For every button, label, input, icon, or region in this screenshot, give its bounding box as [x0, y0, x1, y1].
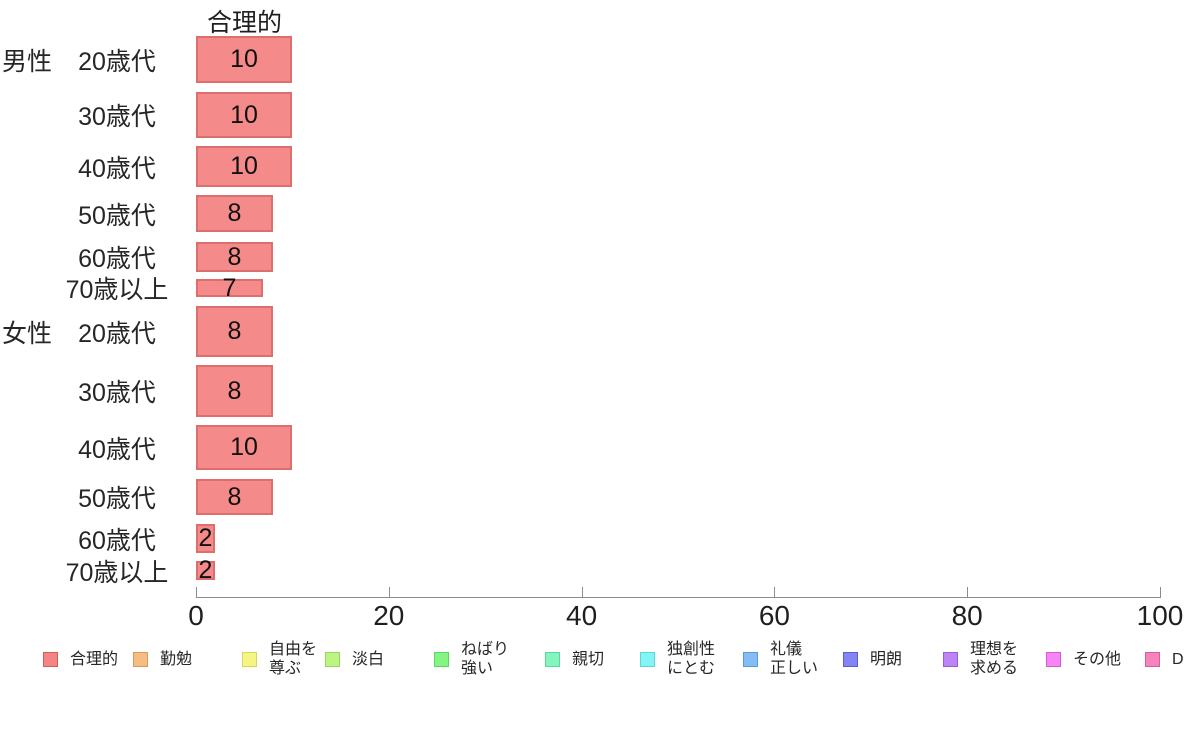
- legend-label: 親切: [572, 650, 605, 668]
- bar-value-label: 7: [222, 273, 237, 302]
- bar-value-label: 8: [227, 242, 242, 271]
- x-axis-tick-label: 20: [373, 600, 405, 631]
- legend-item: 明朗: [843, 637, 902, 681]
- bar: 8: [196, 195, 273, 232]
- legend-swatch: [943, 651, 958, 667]
- x-axis-tick: [581, 587, 583, 597]
- legend-label: 独創性 にとむ: [667, 641, 716, 677]
- bar: 2: [196, 556, 215, 584]
- row-age-label: 60歳代: [78, 245, 156, 273]
- legend-label: 淡白: [352, 650, 385, 668]
- legend-swatch: [640, 651, 655, 667]
- bar: 7: [196, 275, 263, 300]
- x-axis-tick: [967, 587, 969, 597]
- legend-item: 礼儀 正しい: [743, 637, 818, 681]
- x-axis-tick-label: 80: [951, 600, 983, 631]
- legend-item: 合理的: [43, 637, 118, 681]
- legend-item: 親切: [545, 637, 604, 681]
- x-axis-tick: [774, 587, 776, 597]
- x-axis-tick: [1160, 587, 1161, 597]
- bar-value-label: 8: [227, 199, 242, 227]
- bar-value-label: 8: [227, 482, 242, 511]
- bar: 10: [196, 92, 292, 138]
- x-axis-tick-label: 40: [566, 600, 598, 631]
- bar: 10: [196, 425, 292, 470]
- legend-item: D: [1145, 637, 1184, 681]
- x-axis-tick-label: 60: [758, 600, 790, 631]
- bar-value-label: 8: [227, 376, 242, 405]
- legend-label: 理想を 求める: [970, 641, 1019, 677]
- legend-label: 合理的: [70, 650, 119, 668]
- legend-label: 勤勉: [160, 650, 193, 668]
- legend-item: ねばり 強い: [434, 637, 509, 681]
- row-age-label: 20歳代: [78, 47, 156, 76]
- legend-label: ねばり 強い: [461, 641, 510, 677]
- bar: 8: [196, 365, 273, 417]
- bar: 10: [196, 146, 292, 187]
- bar-value-label: 2: [198, 556, 213, 584]
- legend-item: 自由を 尊ぶ: [242, 637, 317, 681]
- row-age-label: 20歳代: [78, 319, 156, 348]
- legend-swatch: [1046, 651, 1061, 667]
- x-axis-tick-label: 0: [188, 600, 204, 631]
- row-group-label: 女性: [1, 319, 52, 348]
- bar-value-label: 10: [230, 152, 258, 180]
- row-age-label: 70歳以上: [65, 276, 169, 304]
- legend-label: D: [1172, 650, 1184, 668]
- legend-swatch: [133, 651, 148, 667]
- row-age-label: 30歳代: [78, 379, 156, 407]
- x-axis-tick-label: 100: [1136, 600, 1184, 631]
- legend-label: その他: [1073, 650, 1122, 668]
- bar: 8: [196, 479, 273, 515]
- chart-title: 合理的: [206, 9, 282, 37]
- bar: 2: [196, 524, 215, 553]
- legend-item: 独創性 にとむ: [640, 637, 715, 681]
- row-age-label: 50歳代: [78, 201, 156, 230]
- legend-swatch: [1145, 651, 1160, 667]
- x-axis-tick: [388, 587, 390, 597]
- bar: 10: [196, 36, 292, 83]
- bar-value-label: 10: [230, 433, 258, 461]
- legend-item: その他: [1046, 637, 1121, 681]
- legend-swatch: [43, 651, 58, 667]
- bar-value-label: 8: [227, 317, 242, 345]
- legend-swatch: [434, 651, 449, 667]
- row-group-label: 男性: [1, 47, 52, 76]
- row-age-label: 50歳代: [78, 485, 156, 513]
- bar-value-label: 2: [198, 524, 213, 552]
- legend-label: 自由を 尊ぶ: [269, 641, 318, 677]
- legend-item: 淡白: [325, 637, 384, 681]
- legend-item: 勤勉: [133, 637, 192, 681]
- legend-label: 明朗: [870, 650, 903, 668]
- legend-swatch: [325, 651, 340, 667]
- bar-value-label: 10: [230, 100, 258, 129]
- x-axis-line: [196, 597, 1161, 598]
- bar: 8: [196, 306, 273, 357]
- legend-swatch: [743, 651, 758, 667]
- legend-swatch: [545, 651, 560, 667]
- row-age-label: 40歳代: [78, 154, 156, 183]
- legend-swatch: [843, 651, 858, 667]
- legend-label: 礼儀 正しい: [770, 641, 819, 677]
- x-axis-tick: [196, 587, 197, 597]
- row-age-label: 60歳代: [78, 526, 156, 555]
- row-age-label: 40歳代: [78, 435, 156, 464]
- bar: 8: [196, 242, 273, 272]
- bar-value-label: 10: [230, 45, 258, 73]
- row-age-label: 70歳以上: [65, 558, 169, 587]
- legend-swatch: [242, 651, 257, 667]
- row-age-label: 30歳代: [78, 103, 156, 131]
- legend-item: 理想を 求める: [943, 637, 1018, 681]
